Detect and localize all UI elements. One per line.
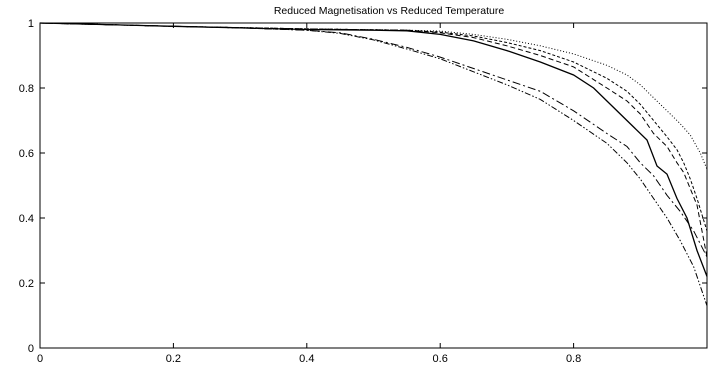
x-tick-label: 0.6 — [433, 353, 448, 365]
axis-ticks: 0 0.2 0.4 0.6 0.8 1 0 0.2 0.4 0.6 0.8 — [19, 18, 707, 365]
y-tick-label: 1 — [28, 18, 34, 30]
x-tick-label: 0.8 — [566, 353, 581, 365]
x-tick-label: 0.2 — [166, 353, 181, 365]
x-tick-label: 0.4 — [299, 353, 314, 365]
y-tick-label: 0.4 — [19, 213, 34, 225]
series-lines — [39, 22, 708, 306]
y-tick-label: 0.6 — [19, 148, 34, 160]
series-line-1 — [39, 22, 708, 277]
plot-frame — [39, 22, 708, 349]
y-tick-label: 0.8 — [19, 83, 34, 95]
series-line-2 — [39, 22, 708, 258]
series-line-3 — [39, 22, 708, 232]
series-line-6 — [39, 22, 708, 306]
y-tick-label: 0 — [28, 343, 34, 355]
series-line-4 — [39, 22, 708, 170]
series-line-5 — [39, 22, 708, 258]
x-tick-label: 0 — [37, 353, 43, 365]
y-tick-label: 0.2 — [19, 278, 34, 290]
chart-title: Reduced Magnetisation vs Reduced Tempera… — [274, 5, 505, 17]
